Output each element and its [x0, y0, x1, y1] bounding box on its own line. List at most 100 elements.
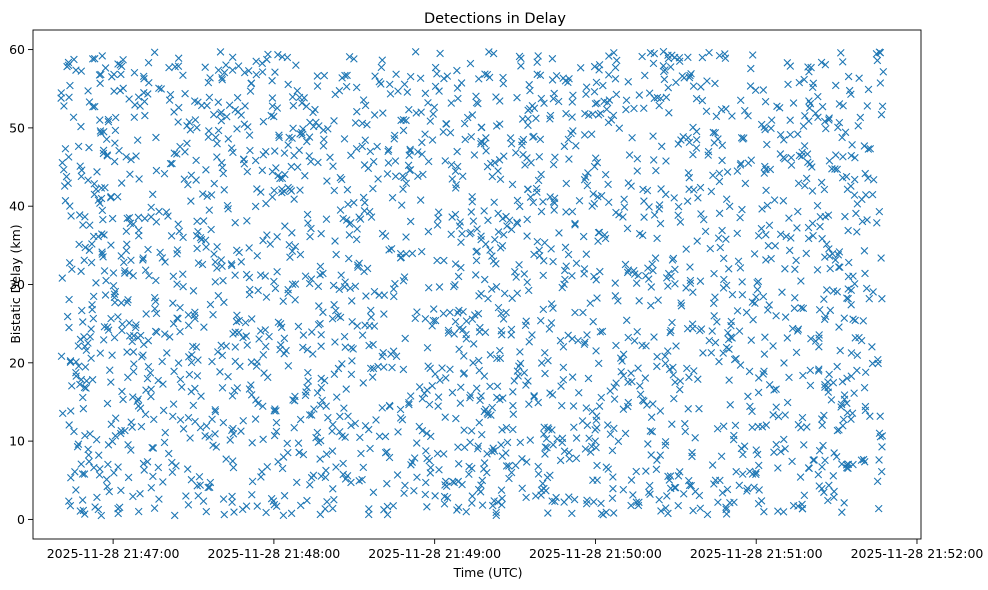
data-point [213, 153, 221, 161]
data-point [468, 315, 477, 324]
data-point [453, 506, 461, 514]
data-point [108, 72, 116, 81]
data-point [158, 254, 167, 262]
data-point [640, 71, 649, 80]
data-point [86, 430, 94, 438]
data-point [322, 450, 331, 459]
data-point [719, 284, 728, 292]
data-point [476, 396, 484, 405]
data-point [389, 285, 398, 293]
data-point [452, 180, 461, 189]
data-point [142, 310, 150, 318]
data-point [304, 368, 312, 377]
data-point [172, 462, 180, 470]
data-point [655, 495, 663, 504]
data-point [759, 292, 768, 301]
data-point [684, 53, 692, 62]
data-point [89, 292, 98, 301]
data-point [288, 280, 297, 289]
data-point [98, 250, 107, 258]
data-point [335, 427, 344, 436]
data-point [544, 356, 552, 365]
data-point [629, 491, 637, 499]
data-point [174, 103, 183, 112]
data-point [362, 292, 370, 300]
data-point [486, 382, 494, 391]
data-point [455, 306, 463, 315]
data-point [102, 475, 111, 484]
data-point [228, 53, 237, 62]
data-point [439, 309, 448, 318]
data-point [446, 365, 454, 374]
data-point [88, 240, 96, 248]
data-point [565, 155, 573, 163]
x-axis: 2025-11-28 21:47:00 2025-11-28 21:48:00 20… [47, 539, 983, 561]
data-point [117, 252, 126, 260]
data-point [111, 432, 120, 440]
data-point [572, 454, 581, 463]
data-point [603, 421, 612, 429]
data-point [361, 101, 370, 110]
data-point [278, 464, 287, 473]
data-point [218, 384, 227, 392]
data-point [543, 443, 551, 452]
data-point [293, 86, 302, 95]
data-point [198, 190, 207, 198]
data-point [694, 194, 702, 202]
x-tick-label: 2025-11-28 21:48:00 [208, 546, 341, 561]
data-point [62, 172, 71, 181]
data-point [216, 48, 225, 56]
data-point [109, 281, 118, 290]
data-point [597, 509, 606, 518]
data-point [187, 197, 195, 205]
data-point [722, 195, 731, 203]
data-point [525, 338, 534, 346]
data-point [233, 311, 241, 320]
data-point [425, 400, 434, 409]
data-point [468, 111, 477, 119]
data-point [633, 154, 642, 163]
data-point [572, 259, 581, 268]
data-point [724, 265, 733, 273]
data-point [57, 352, 66, 361]
data-point [166, 90, 175, 99]
data-point [798, 413, 807, 422]
data-point [248, 490, 256, 499]
data-point [187, 358, 196, 367]
data-point [440, 256, 448, 265]
data-point [124, 295, 132, 304]
data-point [253, 502, 262, 510]
data-point [838, 58, 847, 66]
data-point [850, 279, 859, 288]
data-point [825, 114, 833, 122]
data-point [81, 243, 90, 252]
data-point [211, 405, 220, 414]
data-point [685, 373, 693, 382]
data-point [152, 218, 161, 226]
data-point [328, 427, 336, 435]
data-point [307, 328, 316, 336]
data-point [85, 143, 93, 152]
data-point [647, 283, 656, 291]
data-point [526, 436, 535, 444]
data-point [513, 289, 522, 298]
data-point [276, 174, 284, 183]
data-point [261, 326, 270, 334]
data-point [864, 145, 873, 153]
data-point [740, 106, 749, 115]
data-point [107, 241, 115, 249]
data-point [829, 472, 838, 480]
data-point [478, 501, 487, 509]
data-point [858, 217, 867, 226]
data-point [755, 486, 763, 494]
data-point [243, 217, 251, 225]
data-point [214, 66, 223, 74]
data-point [383, 479, 391, 488]
data-point [292, 478, 301, 487]
data-point [198, 260, 207, 269]
data-point [353, 107, 361, 116]
data-point [647, 301, 655, 310]
data-point [196, 233, 205, 242]
data-point [408, 458, 416, 466]
data-point [666, 63, 675, 71]
